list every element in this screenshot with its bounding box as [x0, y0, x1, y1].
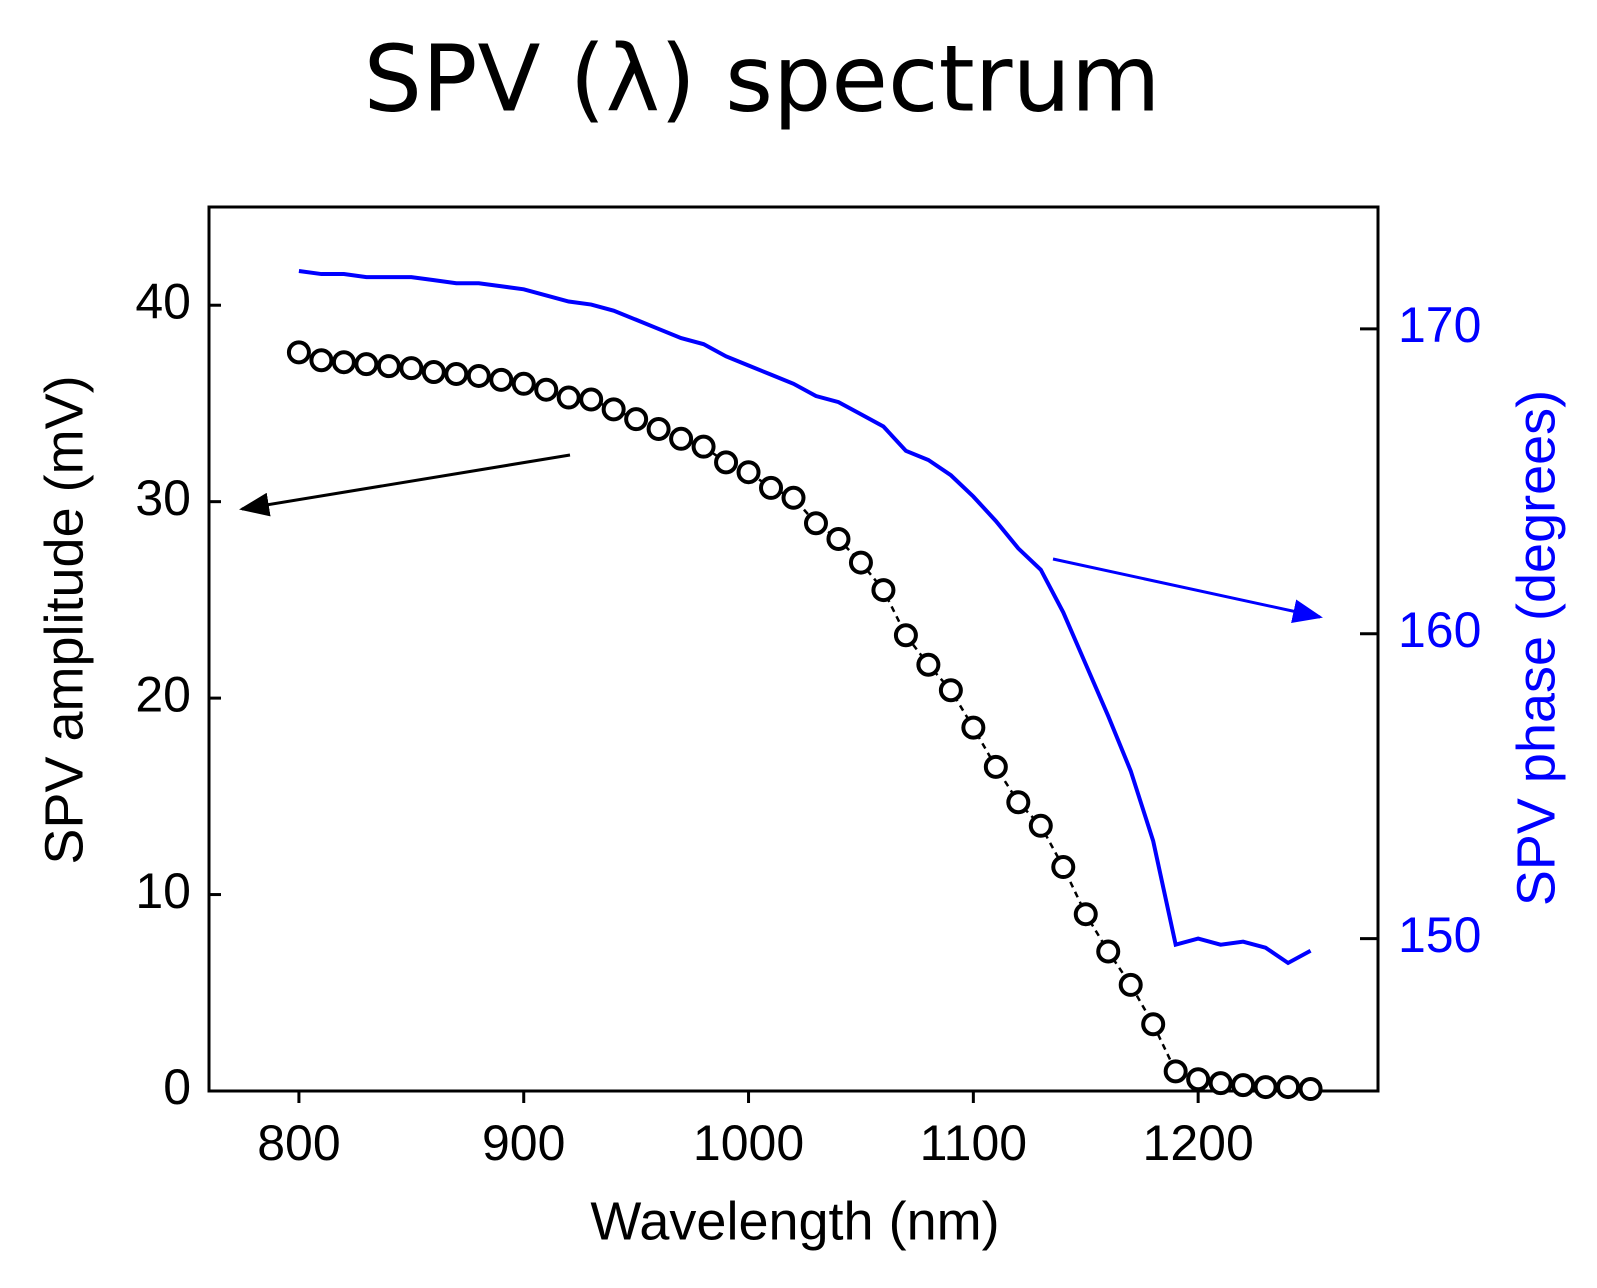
- y2-tick-label: 160: [1398, 602, 1481, 658]
- data-point: [376, 354, 401, 379]
- x-tick-label: 900: [482, 1115, 565, 1171]
- data-point: [309, 348, 334, 373]
- data-point: [354, 352, 379, 377]
- annotation-arrow: [1052, 557, 1323, 623]
- data-point: [1028, 813, 1053, 838]
- data-point: [714, 450, 739, 475]
- annotation-arrow: [239, 453, 571, 517]
- data-point: [466, 363, 491, 388]
- data-point: [1231, 1073, 1256, 1098]
- data-point: [759, 475, 784, 500]
- data-point: [421, 360, 446, 385]
- data-point: [1276, 1075, 1301, 1100]
- y-tick-label: 30: [135, 470, 191, 526]
- data-point: [1096, 939, 1121, 964]
- data-point: [399, 356, 424, 381]
- data-point: [556, 385, 581, 410]
- data-point: [803, 511, 828, 536]
- data-point: [1006, 790, 1031, 815]
- x-axis-label: Wavelength (nm): [590, 1191, 999, 1251]
- y-tick-label: 20: [135, 666, 191, 722]
- data-point: [489, 367, 514, 392]
- series-line: [298, 269, 1312, 966]
- data-point: [961, 715, 986, 740]
- data-point: [1208, 1071, 1233, 1096]
- y-tick-label: 10: [135, 863, 191, 919]
- data-point: [1073, 902, 1098, 927]
- data-point: [1298, 1077, 1323, 1102]
- data-point: [1186, 1067, 1211, 1092]
- y2-axis-label: SPV phase (degrees): [1506, 390, 1566, 906]
- x-tick-label: 1200: [1143, 1115, 1254, 1171]
- data-point: [1253, 1075, 1278, 1100]
- data-point: [1051, 855, 1076, 880]
- x-tick-label: 1000: [693, 1115, 804, 1171]
- data-point: [331, 350, 356, 375]
- y-tick-label: 0: [163, 1059, 191, 1115]
- data-point: [893, 623, 918, 648]
- data-point: [1118, 972, 1143, 997]
- data-point: [916, 652, 941, 677]
- data-point: [983, 754, 1008, 779]
- chart-title: SPV (λ) spectrum: [364, 25, 1161, 132]
- data-point: [444, 361, 469, 386]
- data-point: [1141, 1012, 1166, 1037]
- data-point: [736, 460, 761, 485]
- data-point: [781, 485, 806, 510]
- data-point: [826, 526, 851, 551]
- data-point: [691, 434, 716, 459]
- data-point: [938, 678, 963, 703]
- x-tick-label: 800: [257, 1115, 340, 1171]
- data-point: [511, 371, 536, 396]
- y2-tick-label: 150: [1398, 907, 1481, 963]
- data-point: [646, 416, 671, 441]
- data-point: [871, 578, 896, 603]
- data-point: [534, 377, 559, 402]
- data-point: [579, 387, 604, 412]
- data-point: [848, 550, 873, 575]
- y-tick-label: 40: [135, 273, 191, 329]
- data-point: [601, 397, 626, 422]
- y-axis-label: SPV amplitude (mV): [34, 375, 94, 864]
- y2-tick-label: 170: [1398, 297, 1481, 353]
- series-line: [298, 351, 1311, 1091]
- x-tick-label: 1100: [920, 1115, 1028, 1171]
- plot-frame: [207, 205, 1380, 1093]
- data-point: [286, 340, 311, 365]
- data-point: [624, 407, 649, 432]
- data-point: [669, 426, 694, 451]
- data-point: [1163, 1059, 1188, 1084]
